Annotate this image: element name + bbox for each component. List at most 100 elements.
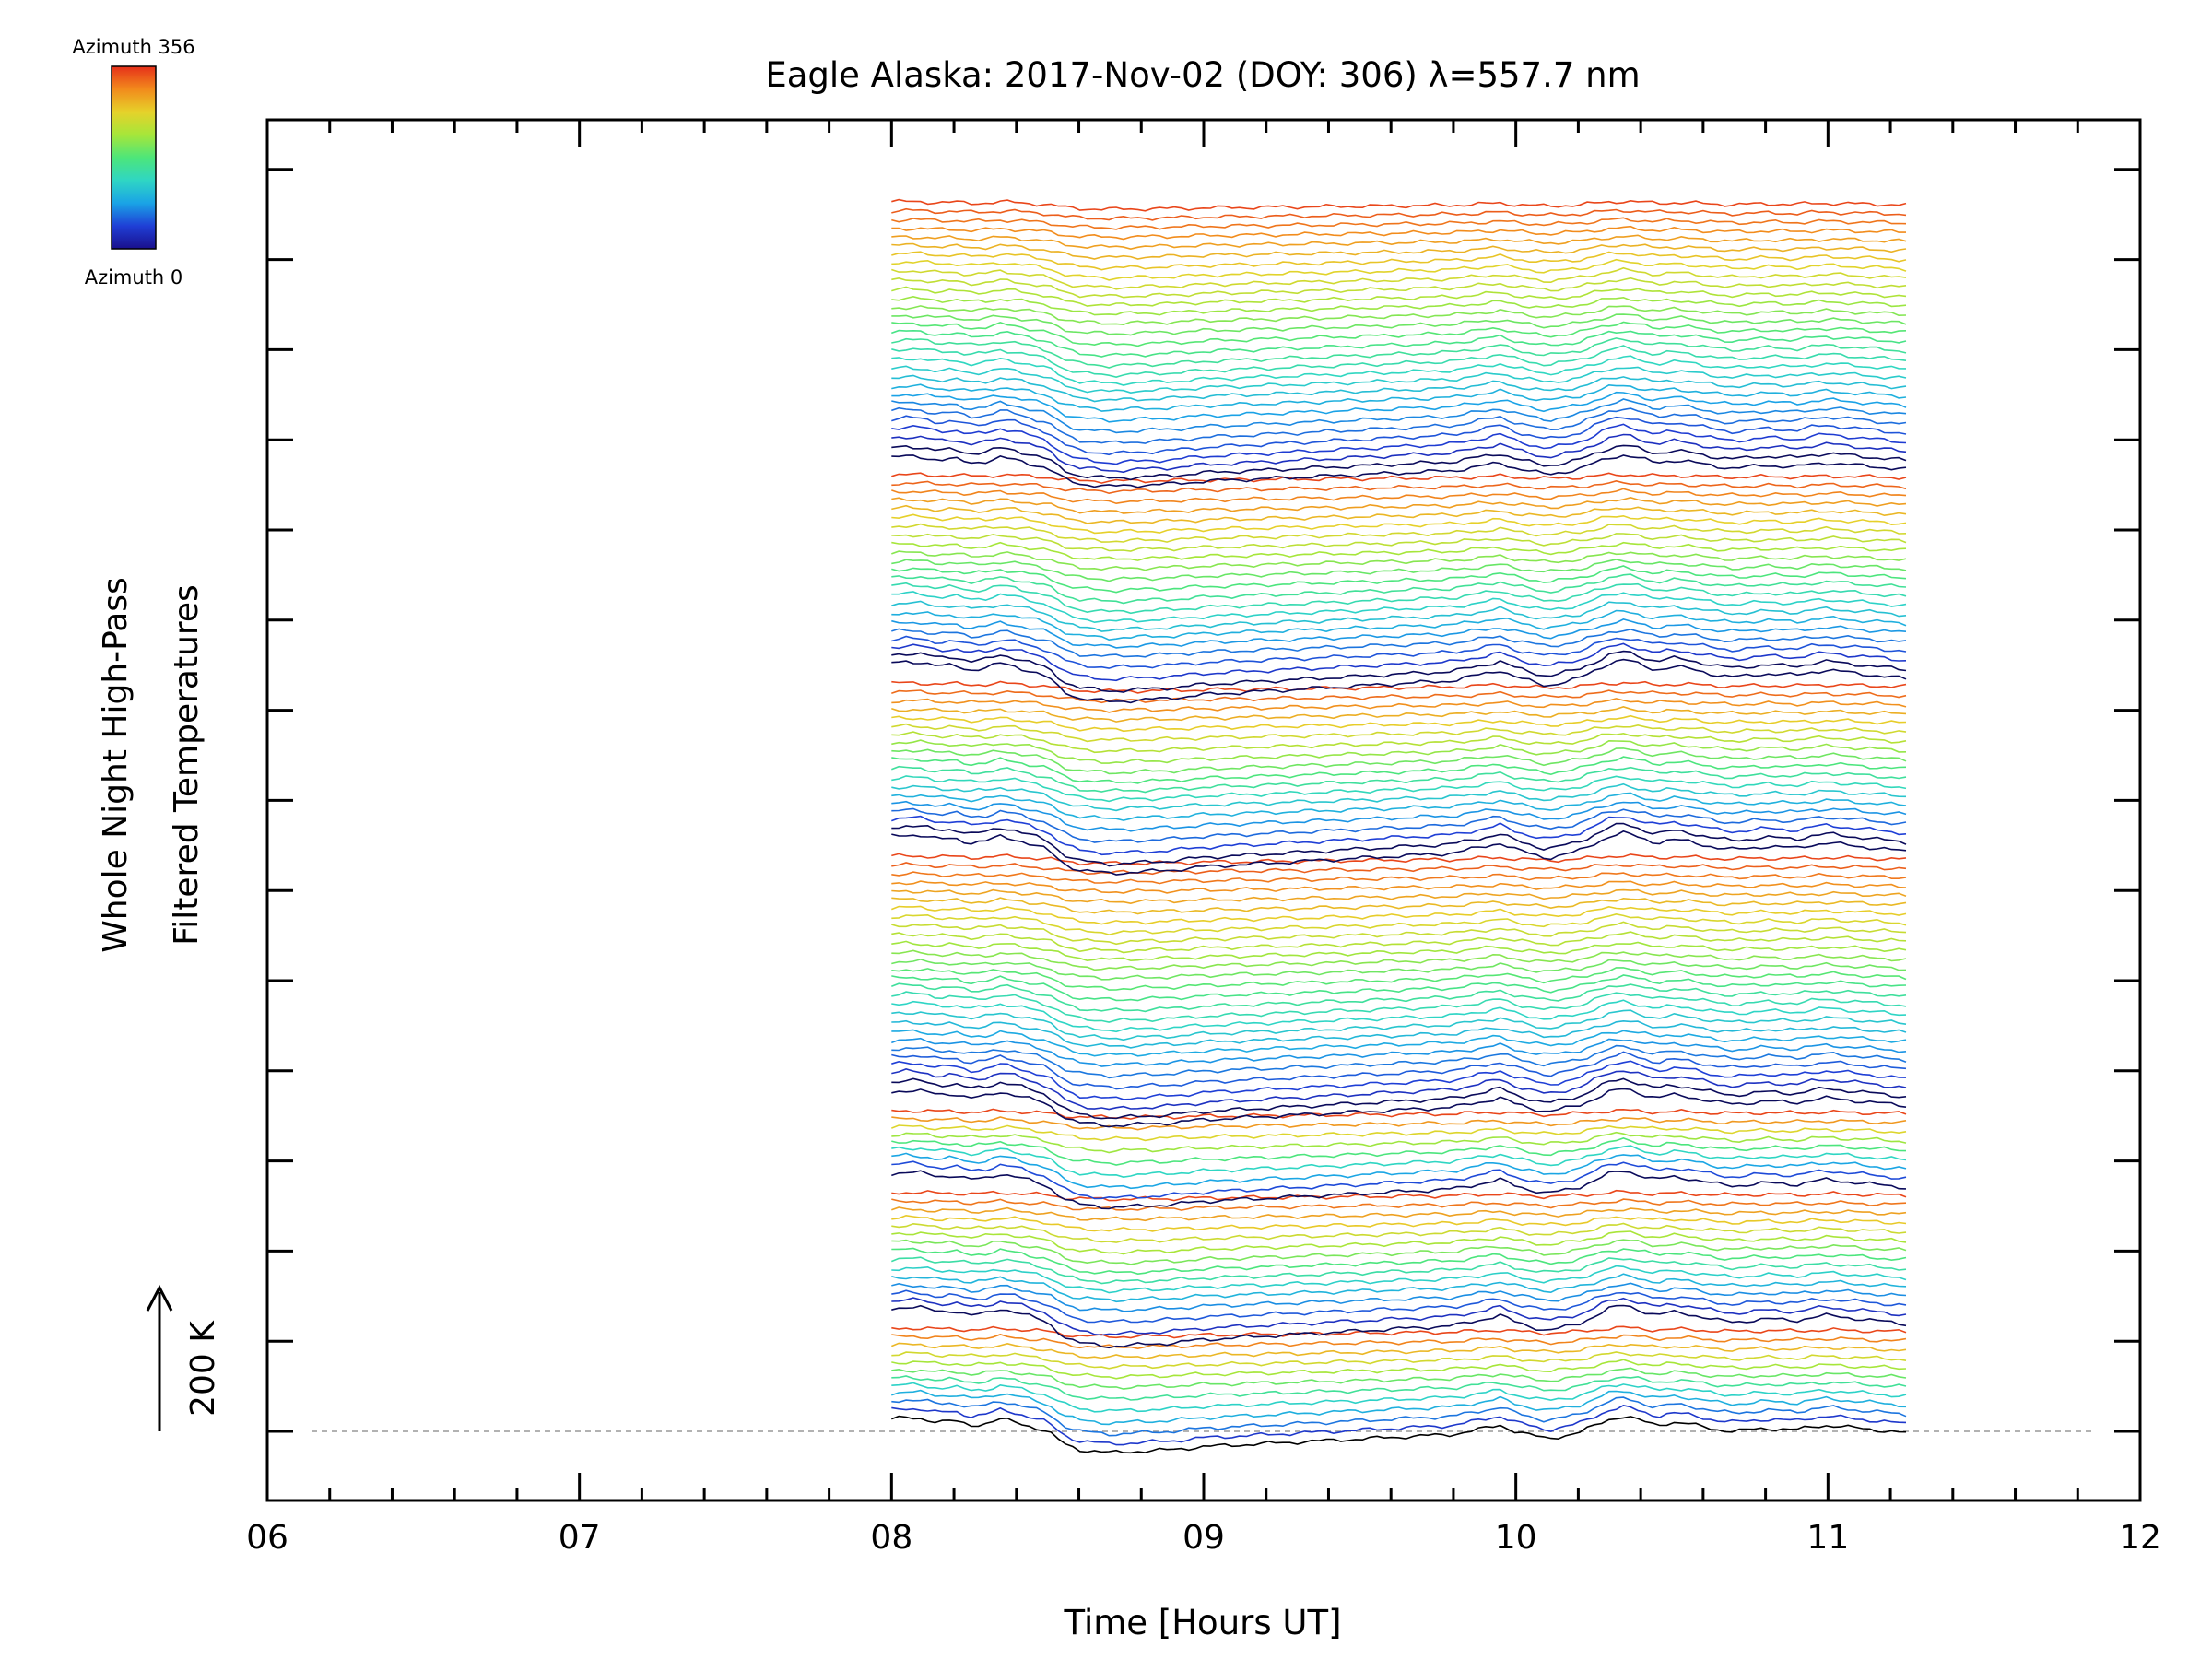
azimuth-trace (891, 1170, 1907, 1210)
azimuth-trace (891, 1415, 1907, 1454)
azimuth-trace (891, 1137, 1907, 1166)
azimuth-trace (891, 1206, 1907, 1222)
azimuth-trace (891, 982, 1907, 1013)
azimuth-trace (891, 1198, 1907, 1211)
azimuth-trace (891, 1389, 1907, 1426)
azimuth-trace (891, 1334, 1907, 1350)
azimuth-trace (891, 1116, 1907, 1131)
azimuth-trace (891, 313, 1907, 336)
chart-title: Eagle Alaska: 2017-Nov-02 (DOY: 306) λ=5… (765, 55, 1640, 95)
azimuth-trace (891, 365, 1907, 394)
azimuth-trace (891, 234, 1907, 251)
x-tick-label: 10 (1495, 1519, 1537, 1557)
azimuth-trace (891, 815, 1907, 856)
azimuth-trace (891, 406, 1907, 444)
azimuth-trace (891, 559, 1907, 582)
azimuth-trace (891, 756, 1907, 784)
x-tick-label: 06 (246, 1519, 288, 1557)
colorbar-top-label: Azimuth 356 (72, 36, 194, 58)
azimuth-trace (891, 723, 1907, 743)
azimuth-trace (891, 1160, 1907, 1200)
azimuth-trace (891, 1108, 1907, 1120)
azimuth-trace (891, 698, 1907, 713)
azimuth-trace (891, 618, 1907, 649)
trace-group (890, 198, 1907, 1454)
azimuth-trace (891, 582, 1907, 615)
azimuth-trace (891, 1019, 1907, 1049)
azimuth-trace (891, 600, 1907, 632)
azimuth-trace (891, 706, 1907, 723)
azimuth-trace (891, 747, 1907, 775)
azimuth-trace (891, 1375, 1907, 1401)
azimuth-trace (891, 374, 1907, 403)
azimuth-trace (891, 775, 1907, 803)
azimuth-trace (891, 1351, 1907, 1370)
azimuth-trace (891, 967, 1907, 991)
azimuth-trace (891, 1088, 1907, 1128)
azimuth-trace (891, 959, 1907, 981)
azimuth-trace (891, 1367, 1907, 1390)
azimuth-trace (891, 550, 1907, 571)
azimuth-trace (891, 1152, 1907, 1190)
azimuth-trace (891, 479, 1907, 495)
azimuth-trace (891, 1131, 1907, 1154)
azimuth-trace (891, 822, 1907, 867)
azimuth-trace (891, 1247, 1907, 1276)
azimuth-trace (891, 295, 1907, 316)
azimuth-trace (891, 999, 1907, 1033)
azimuth-trace (891, 345, 1907, 379)
azimuth-trace (891, 714, 1907, 733)
azimuth-trace (891, 853, 1907, 866)
colorbar-bottom-label: Azimuth 0 (85, 266, 183, 288)
azimuth-trace (891, 533, 1907, 552)
azimuth-trace (891, 1145, 1907, 1179)
azimuth-trace (891, 1265, 1907, 1294)
azimuth-trace (891, 225, 1906, 241)
azimuth-trace (891, 862, 1907, 876)
azimuth-trace (891, 329, 1907, 358)
azimuth-trace (891, 949, 1907, 971)
azimuth-trace (891, 650, 1907, 693)
azimuth-trace (891, 398, 1907, 434)
azimuth-trace (891, 1124, 1907, 1142)
azimuth-trace (891, 591, 1907, 624)
azimuth-trace (891, 1009, 1907, 1041)
azimuth-trace (891, 931, 1907, 954)
azimuth-trace (891, 355, 1907, 386)
azimuth-trace (891, 635, 1907, 669)
azimuth-trace (891, 415, 1907, 456)
azimuth-trace (891, 573, 1907, 605)
y-axis-label-line2: Filtered Temperatures (168, 584, 206, 946)
x-tick-label: 11 (1806, 1519, 1849, 1557)
azimuth-trace (891, 1382, 1907, 1413)
azimuth-trace (891, 1239, 1907, 1265)
azimuth-trace (890, 1256, 1907, 1285)
azimuth-trace (891, 286, 1907, 307)
azimuth-trace (891, 504, 1907, 524)
x-axis-label: Time [Hours UT] (1063, 1603, 1341, 1642)
azimuth-trace (891, 1289, 1907, 1324)
x-tick-label: 07 (559, 1519, 601, 1557)
azimuth-trace (891, 1222, 1907, 1243)
plot-axes: 06 07 08 09 10 11 12 (246, 118, 2161, 1557)
azimuth-trace (891, 830, 1907, 876)
x-tick-label: 12 (2119, 1519, 2161, 1557)
azimuth-trace (891, 472, 1907, 484)
azimuth-trace (891, 1404, 1907, 1446)
azimuth-trace (890, 1342, 1907, 1359)
azimuth-trace (891, 1396, 1907, 1437)
scale-bar (146, 1284, 173, 1431)
azimuth-trace (891, 1214, 1907, 1232)
azimuth-trace (891, 198, 1907, 212)
azimuth-trace (891, 792, 1907, 821)
azimuth-trace (891, 444, 1907, 481)
azimuth-trace (891, 1230, 1907, 1255)
azimuth-trace (891, 1044, 1907, 1079)
azimuth-trace (891, 305, 1907, 326)
azimuth-trace (891, 207, 1907, 221)
azimuth-trace (891, 897, 1907, 915)
azimuth-trace (891, 628, 1907, 658)
azimuth-trace (891, 1051, 1907, 1090)
azimuth-trace (891, 689, 1907, 704)
azimuth-trace (891, 1029, 1907, 1057)
